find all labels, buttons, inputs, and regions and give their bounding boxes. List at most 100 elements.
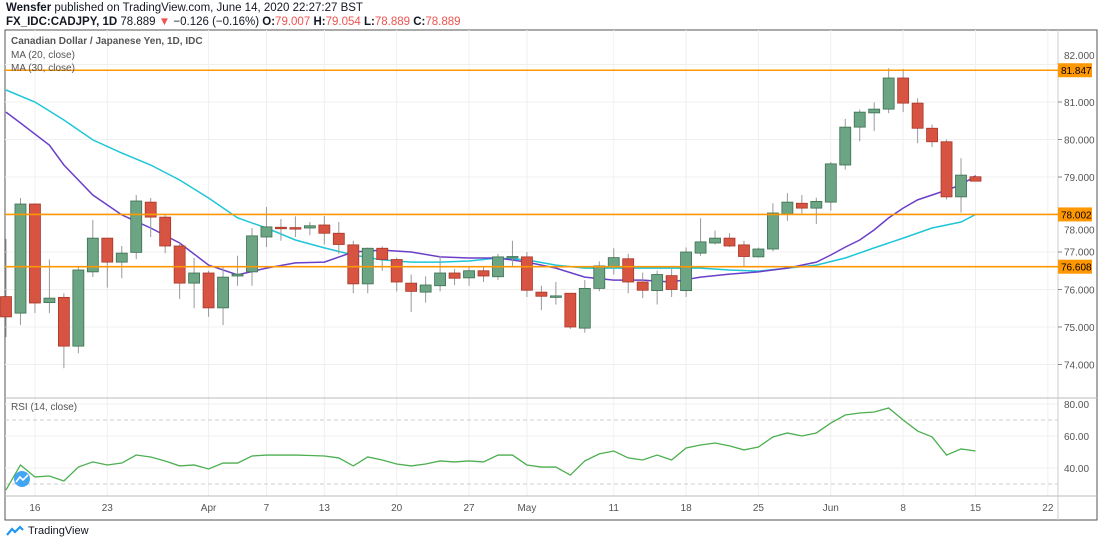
candle-body	[882, 77, 895, 110]
candle-body	[723, 237, 736, 247]
candle-body	[593, 265, 606, 289]
candle-body	[0, 296, 12, 318]
candle-up	[506, 240, 519, 267]
candle-body	[607, 257, 620, 268]
candle-body	[521, 256, 533, 291]
candle-body	[651, 274, 664, 292]
candle-up	[694, 218, 707, 256]
candle-down	[289, 216, 302, 237]
candle-body	[144, 201, 157, 218]
candle-up	[549, 282, 562, 305]
tradingview-badge-mark	[15, 474, 29, 483]
candle-down	[332, 222, 345, 254]
candle-up	[839, 118, 852, 170]
candle-down	[940, 139, 953, 200]
candle-body	[202, 272, 215, 309]
candle-body	[318, 224, 331, 234]
candle-body	[231, 273, 244, 277]
brand-name: TradingView	[28, 525, 89, 537]
candle-down	[665, 268, 678, 297]
candle-down	[477, 266, 490, 282]
candle-body	[564, 292, 577, 328]
candle-body	[781, 201, 794, 215]
candle-up	[86, 220, 99, 278]
candle-down	[535, 285, 548, 311]
rsi-tick-label: 60.00	[1064, 432, 1089, 443]
candle-down	[738, 240, 750, 267]
candle-up	[463, 267, 475, 286]
candle-body	[477, 270, 490, 277]
candle-down	[202, 270, 215, 317]
candle-down	[0, 238, 12, 338]
candle-body	[767, 212, 779, 250]
candle-body	[824, 163, 837, 203]
candle-down	[173, 243, 186, 299]
time-tick-label: 27	[463, 503, 475, 514]
candle-down	[723, 233, 736, 248]
candle-body	[448, 272, 461, 279]
candle-body	[752, 248, 765, 258]
candle-up	[246, 228, 258, 286]
time-tick-label: 22	[1042, 503, 1054, 514]
publish-text: published on TradingView.com, June 14, 2…	[54, 2, 363, 14]
candle-body	[709, 237, 721, 244]
candle-up	[853, 109, 866, 142]
candle-body	[636, 281, 649, 291]
candle-up	[651, 270, 664, 305]
candle-body	[275, 226, 287, 230]
price-tick-label: 79.000	[1064, 173, 1095, 184]
candle-body	[159, 216, 172, 247]
last-price: 78.889	[120, 16, 156, 28]
candle-down	[564, 292, 577, 329]
candle-body	[549, 295, 562, 298]
price-tick-label: 76.000	[1064, 286, 1095, 297]
candle-body	[29, 203, 41, 304]
time-tick-label: 18	[681, 503, 693, 514]
candle-down	[390, 257, 403, 292]
candle-body	[86, 237, 99, 273]
time-tick-label: 25	[753, 503, 765, 514]
time-tick-label: 23	[102, 503, 114, 514]
candle-down	[636, 272, 649, 299]
time-tick-label: 7	[264, 503, 270, 514]
low-label: L:	[363, 16, 375, 28]
candle-up	[130, 195, 143, 260]
level-label-bg	[1058, 259, 1092, 274]
candle-body	[853, 111, 866, 128]
candle-up	[43, 259, 56, 314]
candle-up	[303, 222, 316, 236]
candle-up	[810, 197, 823, 224]
candle-body	[795, 202, 808, 209]
candle-body	[347, 244, 360, 285]
tradingview-logo[interactable]: TradingView	[6, 525, 89, 537]
ma30-legend[interactable]: MA (30, close)	[11, 63, 75, 74]
author-name[interactable]: Wensfer	[6, 2, 52, 14]
candle-up	[882, 68, 895, 114]
ma20-legend[interactable]: MA (20, close)	[11, 50, 75, 61]
candle-up	[767, 203, 779, 252]
rsi-legend[interactable]: RSI (14, close)	[11, 402, 78, 413]
candle-down	[318, 216, 331, 245]
time-tick-label: 15	[970, 503, 982, 514]
price-tick-label: 81.000	[1064, 98, 1095, 109]
level-label: 78.002	[1061, 210, 1092, 221]
high-label: H:	[313, 16, 326, 28]
candle-body	[434, 272, 447, 287]
candle-body	[622, 258, 635, 283]
time-tick-label: 8	[900, 503, 906, 514]
candle-body	[839, 126, 852, 166]
candle-down	[405, 274, 418, 312]
candle-up	[419, 276, 432, 303]
open-value: 79.007	[275, 16, 311, 28]
level-label-bg	[1058, 63, 1092, 78]
candle-down	[144, 198, 157, 237]
candle-body	[969, 176, 982, 182]
time-tick-label: 20	[391, 503, 403, 514]
candle-body	[115, 252, 128, 263]
high-value: 79.054	[325, 16, 361, 28]
candle-body	[694, 241, 707, 254]
candle-body	[665, 275, 678, 290]
price-tick-label: 82.000	[1064, 51, 1095, 62]
candle-up	[593, 261, 606, 292]
